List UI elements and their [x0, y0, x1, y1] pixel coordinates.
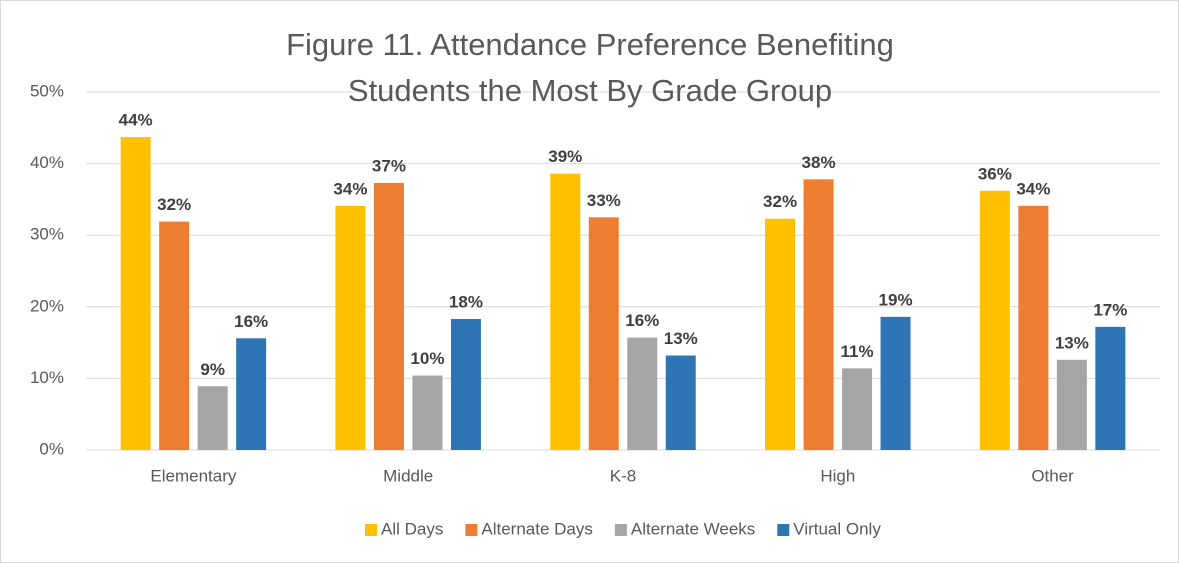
legend-swatch [465, 524, 478, 536]
y-tick-label: 30% [30, 225, 64, 244]
bar [588, 217, 619, 450]
bar [373, 182, 404, 450]
x-tick-label: Elementary [150, 466, 236, 485]
data-label: 11% [841, 342, 874, 361]
y-tick-label: 20% [30, 296, 64, 315]
legend-label: Alternate Weeks [631, 519, 755, 538]
x-tick-label: Other [1031, 466, 1074, 485]
data-label: 44% [119, 111, 153, 130]
data-label: 33% [587, 191, 621, 210]
bar [842, 368, 873, 450]
data-label: 36% [978, 164, 1012, 183]
data-label: 18% [449, 292, 483, 311]
bar [412, 375, 443, 450]
data-label: 37% [372, 156, 406, 175]
data-label: 10% [410, 349, 444, 368]
bar [765, 218, 796, 450]
data-label: 34% [333, 179, 367, 198]
bar [979, 190, 1010, 451]
bar [120, 137, 151, 450]
data-label: 17% [1093, 300, 1127, 319]
data-label: 34% [1016, 179, 1050, 198]
y-tick-label: 40% [30, 153, 64, 172]
bar [803, 179, 834, 451]
bar [450, 318, 481, 450]
data-label: 16% [625, 311, 659, 330]
data-label: 13% [1055, 333, 1089, 352]
legend-label: Alternate Days [481, 519, 593, 538]
legend-label: All Days [381, 519, 443, 538]
x-tick-label: High [820, 466, 855, 485]
data-label: 9% [200, 360, 225, 379]
data-label: 19% [879, 290, 913, 309]
legend-swatch [777, 524, 790, 536]
data-label: 32% [157, 195, 191, 214]
x-tick-label: Middle [383, 466, 433, 485]
bar [236, 338, 267, 450]
bar [627, 337, 658, 450]
data-label: 32% [763, 192, 797, 211]
x-tick-label: K-8 [610, 466, 636, 485]
bar [1018, 205, 1049, 450]
bar [1095, 326, 1126, 450]
bar [665, 355, 696, 450]
bar [550, 173, 581, 450]
data-label: 16% [234, 312, 268, 331]
bar [335, 205, 366, 450]
y-tick-label: 0% [39, 439, 64, 458]
y-tick-label: 10% [30, 368, 64, 387]
bar [880, 316, 911, 450]
bar [159, 221, 190, 450]
legend-swatch [614, 524, 627, 536]
data-label: 13% [664, 329, 698, 348]
chart-title: Figure 11. Attendance Preference Benefit… [286, 27, 894, 108]
data-label: 39% [548, 147, 582, 166]
data-label: 38% [802, 153, 836, 172]
legend-label: Virtual Only [793, 519, 881, 538]
bar [1056, 359, 1087, 450]
legend-swatch [365, 524, 377, 536]
bar [197, 386, 228, 450]
y-tick-label: 50% [30, 81, 64, 100]
